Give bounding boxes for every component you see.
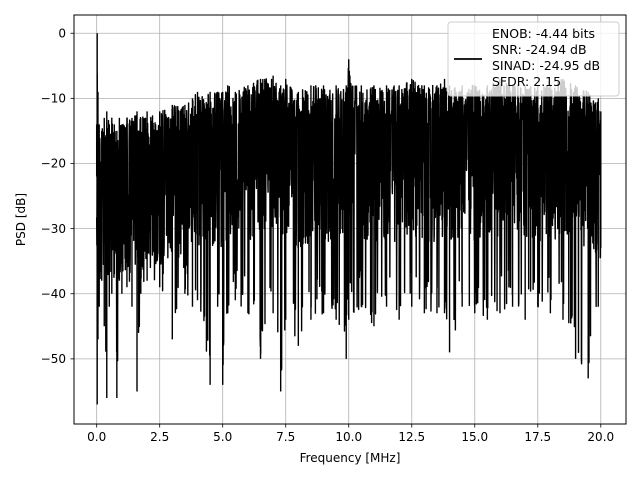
x-tick-label: 5.0 <box>213 430 232 444</box>
x-tick-label: 2.5 <box>150 430 169 444</box>
x-tick-label: 20.0 <box>587 430 614 444</box>
legend-entry-line: SNR: -24.94 dB <box>492 42 587 57</box>
x-tick-label: 12.5 <box>398 430 425 444</box>
legend-entry-line: SFDR: 2.15 <box>492 74 561 89</box>
psd-series-line <box>95 33 602 405</box>
x-tick-label: 7.5 <box>276 430 295 444</box>
plot-frame <box>73 14 627 425</box>
legend-entry-line: SINAD: -24.95 dB <box>492 58 600 73</box>
data-layer <box>95 33 602 405</box>
y-axis-label: PSD [dB] <box>14 193 28 246</box>
y-tick-label: −40 <box>41 287 66 301</box>
x-tick-label: 10.0 <box>335 430 362 444</box>
y-tick-label: −20 <box>41 157 66 171</box>
x-tick-label: 17.5 <box>524 430 551 444</box>
y-tick-label: 0 <box>58 26 66 40</box>
y-tick-label: −10 <box>41 92 66 106</box>
x-tick-label: 0.0 <box>87 430 106 444</box>
y-tick-label: −50 <box>41 352 66 366</box>
y-tick-label: −30 <box>41 222 66 236</box>
legend-box <box>447 21 620 97</box>
x-tick-label: 15.0 <box>461 430 488 444</box>
tick-layer: 0.0 2.5 5.0 7.5 10.0 12.5 15.0 17.5 20.0 0 −10 −20 −… <box>41 26 614 444</box>
legend-entry-line: ENOB: -4.44 bits <box>492 26 595 41</box>
x-axis-label: Frequency [MHz] <box>300 451 401 465</box>
